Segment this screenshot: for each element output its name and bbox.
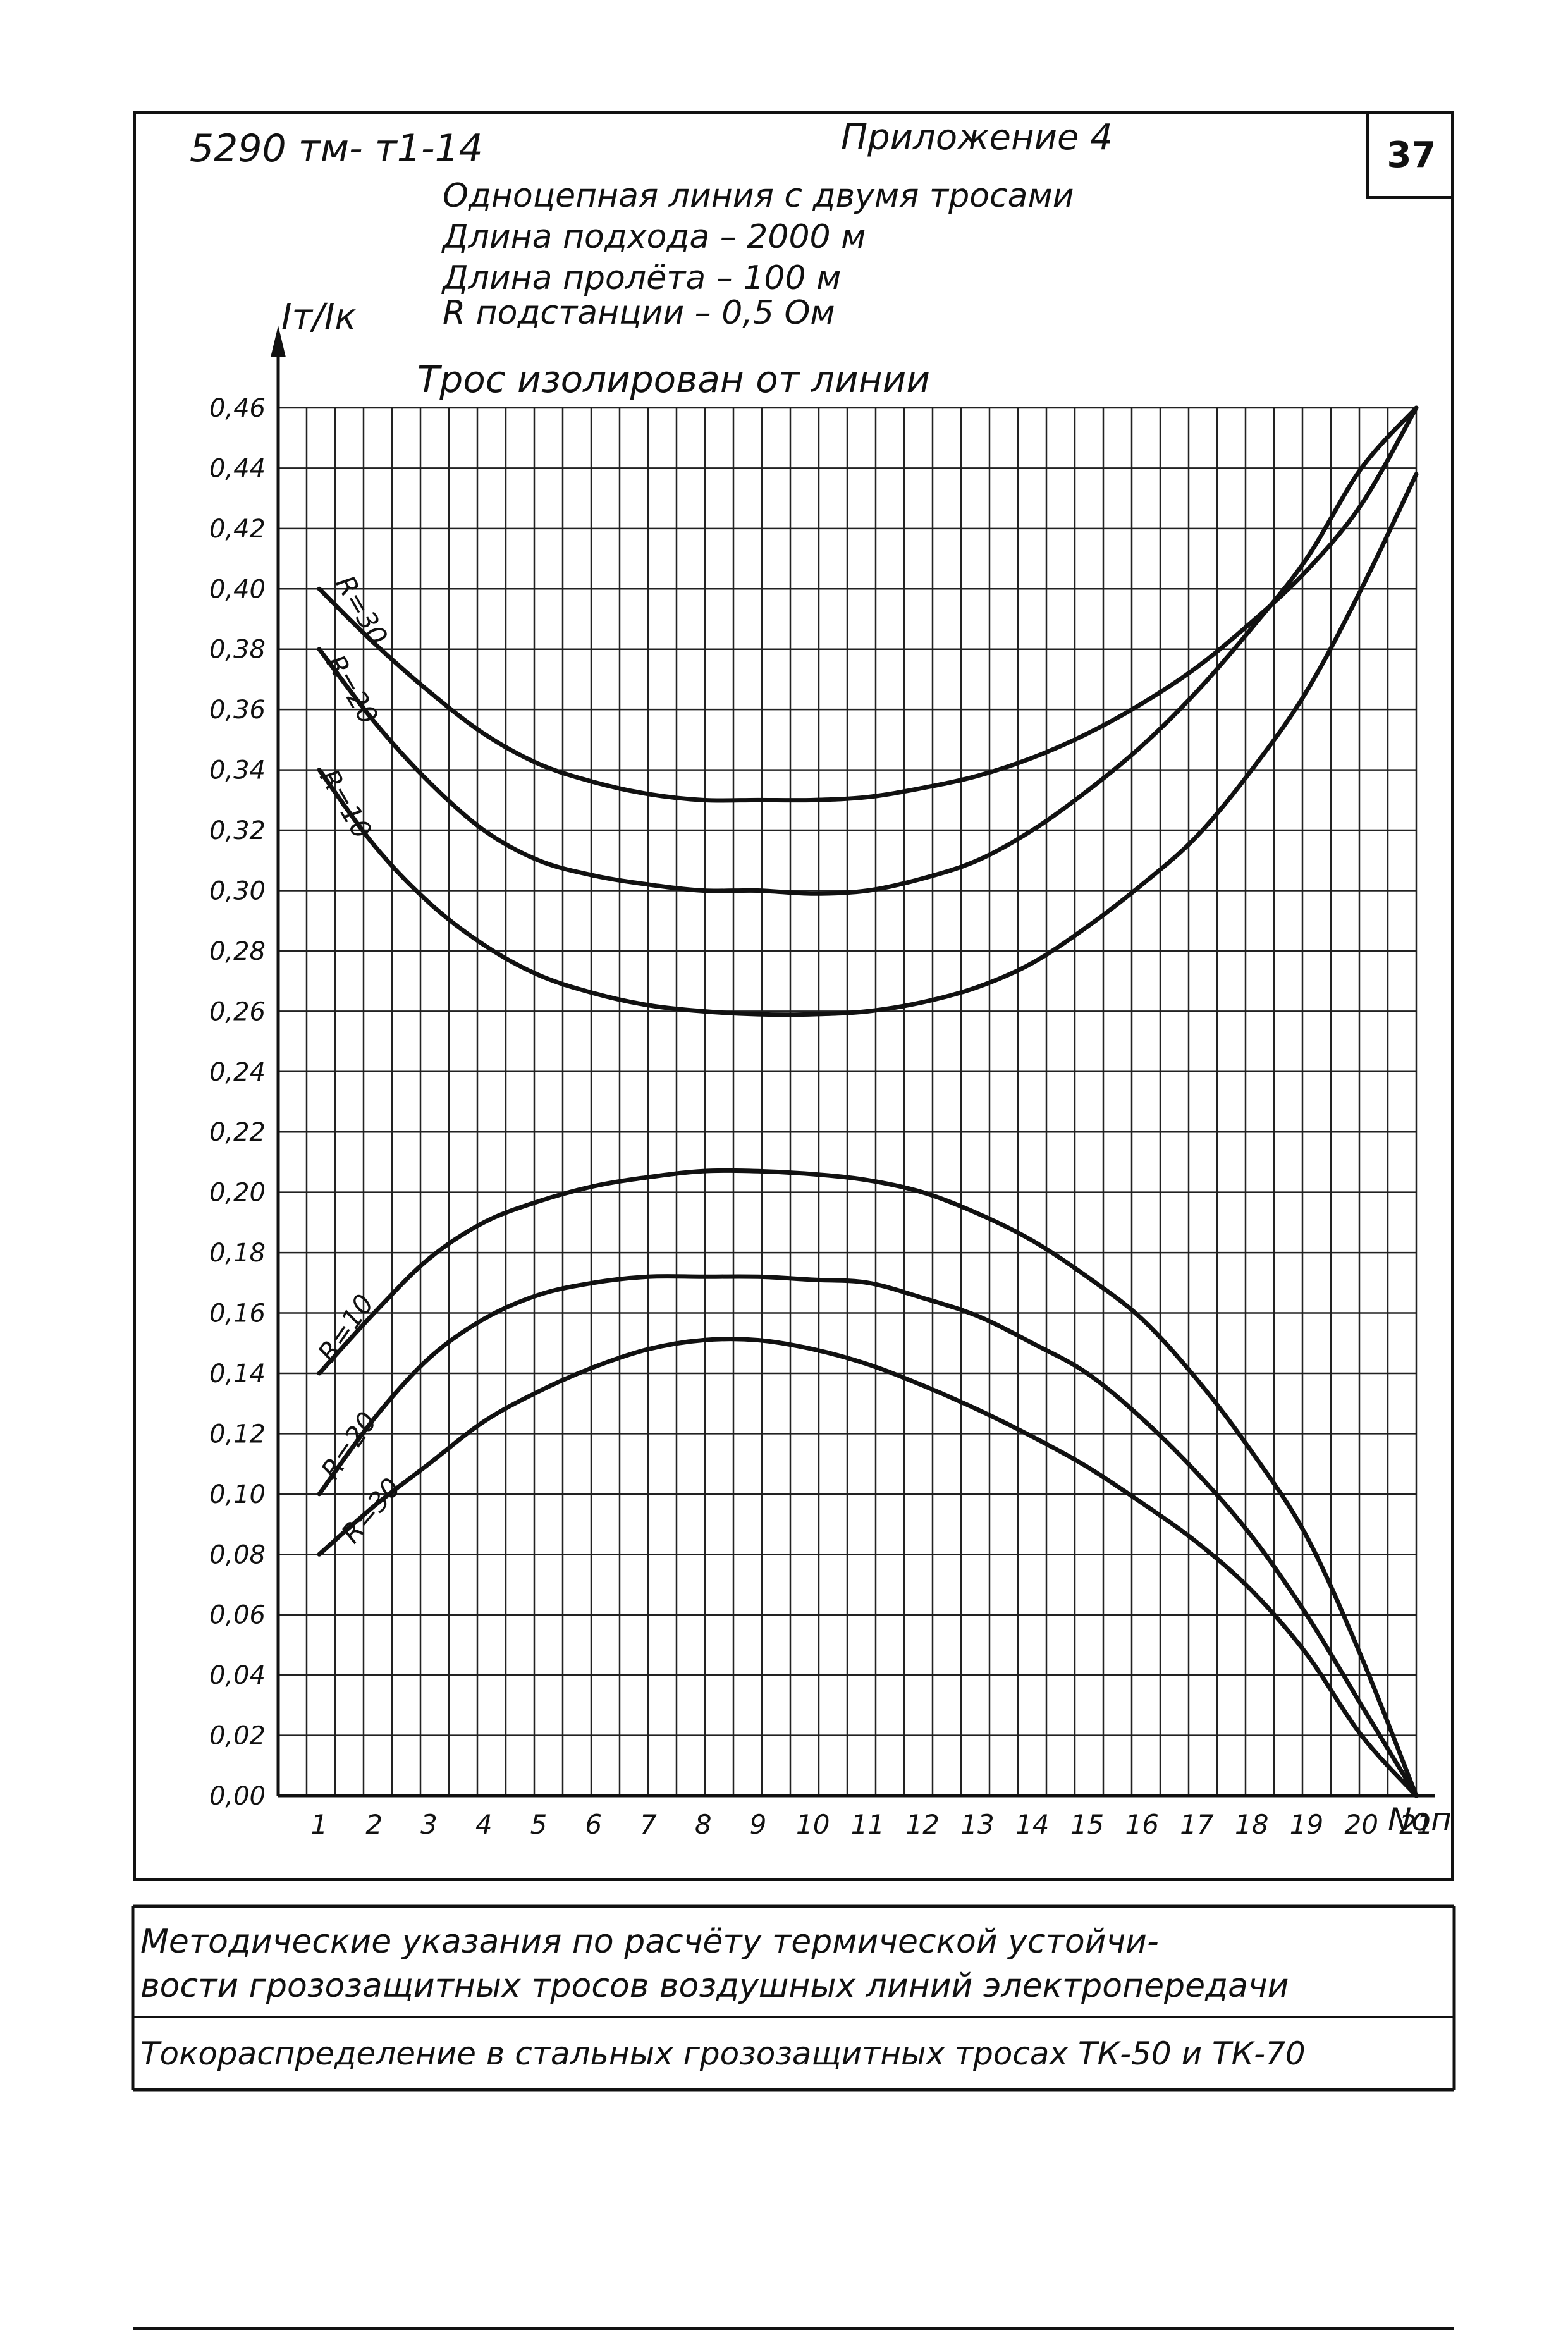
- y-tick-label: 0,04: [209, 1661, 266, 1690]
- x-tick-label: 10: [796, 1809, 830, 1840]
- y-tick-label: 0,32: [209, 816, 266, 845]
- y-tick-label: 0,40: [209, 575, 266, 604]
- series-line-upper-R30: [317, 405, 1419, 803]
- y-tick-label: 0,36: [209, 696, 266, 725]
- series-line-lower-R10: [317, 1168, 1419, 1798]
- x-axis-label: Nоп: [1388, 1801, 1452, 1838]
- chart: Трос изолирован от линии Iт/Iк Nоп 0,000…: [209, 297, 1452, 1840]
- document-code: 5290 тм- т1-14: [190, 126, 483, 171]
- footer-rule: [133, 2327, 1454, 2330]
- header-line-3: Длина пролёта – 100 м: [443, 259, 842, 297]
- x-tick-label: 6: [585, 1809, 602, 1840]
- y-tick-label: 0,44: [209, 454, 266, 483]
- y-axis-label: Iт/Iк: [281, 297, 357, 338]
- y-axis-arrow: [271, 326, 286, 357]
- x-tick-label: 11: [851, 1809, 885, 1840]
- page-number: 37: [1366, 114, 1454, 199]
- y-tick-label: 0,34: [209, 756, 266, 785]
- header-line-1: Одноцепная линия с двумя тросами: [443, 177, 1074, 215]
- y-tick-label: 0,02: [209, 1722, 266, 1751]
- x-tick-label: 19: [1290, 1809, 1323, 1840]
- header-line-2: Длина подхода – 2000 м: [443, 218, 866, 256]
- x-tick-label: 20: [1345, 1809, 1378, 1840]
- y-tick-label: 0,24: [209, 1058, 266, 1087]
- axes: [271, 326, 1435, 1798]
- y-tick-label: 0,30: [209, 876, 266, 905]
- grid: [277, 407, 1418, 1797]
- appendix-label: Приложение 4: [841, 117, 1113, 158]
- header-line-4: R подстанции – 0,5 Ом: [443, 294, 835, 332]
- y-tick-label: 0,42: [209, 515, 266, 544]
- y-tick-label: 0,26: [209, 997, 266, 1026]
- y-tick-label: 0,46: [209, 394, 266, 423]
- footer-line-3: Токораспределение в стальных грозозащитн…: [140, 2035, 1306, 2072]
- y-tick-label: 0,22: [209, 1118, 266, 1147]
- y-tick-label: 0,20: [209, 1179, 266, 1208]
- y-tick-label: 0,38: [209, 635, 266, 665]
- x-tick-label: 18: [1235, 1809, 1268, 1840]
- y-tick-label: 0,06: [209, 1601, 266, 1630]
- x-tick-label: 21: [1399, 1809, 1433, 1840]
- y-tick-label: 0,14: [209, 1359, 266, 1389]
- y-tick-label: 0,16: [209, 1299, 266, 1328]
- footer-line-1: Методические указания по расчёту термиче…: [140, 1923, 1159, 1961]
- series-line-lower-R30: [317, 1337, 1419, 1798]
- footer-line-2: вости грозозащитных тросов воздушных лин…: [140, 1967, 1289, 2005]
- y-tick-label: 0,10: [209, 1480, 266, 1509]
- series-line-upper-R20: [317, 405, 1419, 896]
- x-tick-label: 9: [750, 1809, 767, 1840]
- x-tick-label: 3: [420, 1809, 438, 1840]
- x-tick-label: 15: [1070, 1809, 1104, 1840]
- sheet-frame: [133, 111, 1454, 1881]
- y-tick-label: 0,28: [209, 937, 266, 966]
- series-line-upper-R10: [317, 472, 1419, 1017]
- x-tick-label: 4: [475, 1809, 493, 1840]
- x-tick-label: 17: [1180, 1809, 1214, 1840]
- x-tick-label: 8: [695, 1809, 712, 1840]
- chart-title: Трос изолирован от линии: [417, 358, 930, 401]
- x-tick-label: 7: [640, 1809, 657, 1840]
- series-lines: [317, 405, 1419, 1798]
- x-tick-label: 2: [365, 1809, 383, 1840]
- series-line-lower-R20: [317, 1274, 1419, 1798]
- x-tick-label: 12: [906, 1809, 940, 1840]
- y-tick-label: 0,18: [209, 1239, 266, 1268]
- x-tick-label: 1: [311, 1809, 328, 1840]
- footer-block: Методические указания по расчёту термиче…: [131, 1904, 1456, 2092]
- y-tick-label: 0,00: [209, 1782, 266, 1811]
- y-tick-label: 0,12: [209, 1419, 266, 1449]
- tick-labels: 0,00 0,02 0,04 0,06 0,08 0,10 0,12 0,14 0,16 0,18…: [209, 394, 1433, 1840]
- x-tick-label: 16: [1125, 1809, 1159, 1840]
- x-tick-label: 5: [530, 1809, 548, 1840]
- x-tick-label: 13: [960, 1809, 994, 1840]
- x-tick-label: 14: [1015, 1809, 1049, 1840]
- y-tick-label: 0,08: [209, 1540, 266, 1569]
